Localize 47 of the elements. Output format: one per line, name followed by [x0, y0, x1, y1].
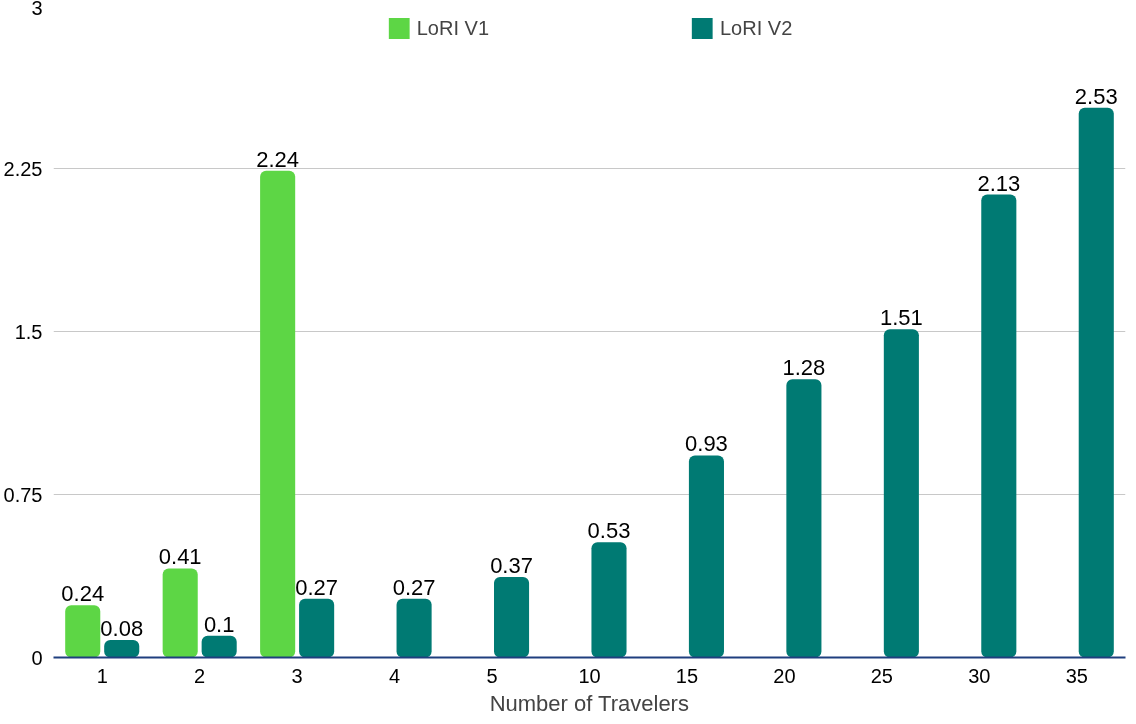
- x-axis-title: Number of Travelers: [489, 690, 689, 716]
- data-label: 2.53: [1074, 83, 1118, 109]
- y-tick-label: 0.75: [3, 483, 43, 506]
- data-label: 0.24: [61, 581, 105, 607]
- x-tick-label: 35: [1065, 664, 1088, 687]
- data-label: 0.53: [587, 518, 631, 544]
- bar: [201, 635, 237, 658]
- bar: [162, 568, 198, 658]
- legend-label: LoRI V2: [720, 16, 793, 40]
- bar: [396, 598, 432, 658]
- x-tick-label: 30: [968, 664, 991, 687]
- bar: [260, 170, 296, 658]
- data-label: 0.08: [100, 616, 144, 642]
- x-tick-label: 20: [773, 664, 796, 687]
- data-label: 0.27: [295, 574, 339, 600]
- x-tick-label: 2: [194, 664, 206, 687]
- x-tick-label: 25: [870, 664, 893, 687]
- bar: [65, 605, 101, 658]
- x-tick-label: 1: [96, 664, 108, 687]
- bar: [786, 379, 822, 658]
- y-tick-label: 1.5: [14, 320, 43, 343]
- bar: [981, 194, 1017, 658]
- data-label: 0.37: [490, 553, 533, 579]
- bar: [493, 577, 530, 658]
- y-tick-label: 3: [31, 0, 43, 19]
- y-tick-label: 2.25: [3, 157, 43, 180]
- x-tick-label: 4: [389, 664, 401, 687]
- data-label: 2.13: [977, 170, 1021, 196]
- bar: [688, 455, 724, 658]
- legend-label: LoRI V1: [416, 16, 489, 40]
- x-tick-label: 10: [578, 664, 601, 687]
- x-tick-label: 3: [291, 664, 303, 687]
- bar: [104, 640, 140, 658]
- y-tick-label: 0: [31, 646, 43, 669]
- data-label: 1.28: [782, 355, 826, 381]
- data-label: 0.1: [203, 611, 235, 637]
- data-label: 0.41: [158, 544, 202, 570]
- data-label: 0.27: [392, 574, 436, 600]
- bar: [1078, 107, 1114, 658]
- bar: [883, 329, 919, 658]
- data-label: 1.51: [879, 305, 923, 331]
- x-tick-label: 15: [675, 664, 699, 687]
- data-label: 0.93: [685, 431, 728, 457]
- bar: [591, 542, 627, 658]
- bar: [299, 598, 335, 658]
- x-tick-label: 5: [486, 664, 498, 687]
- data-label: 2.24: [256, 146, 300, 172]
